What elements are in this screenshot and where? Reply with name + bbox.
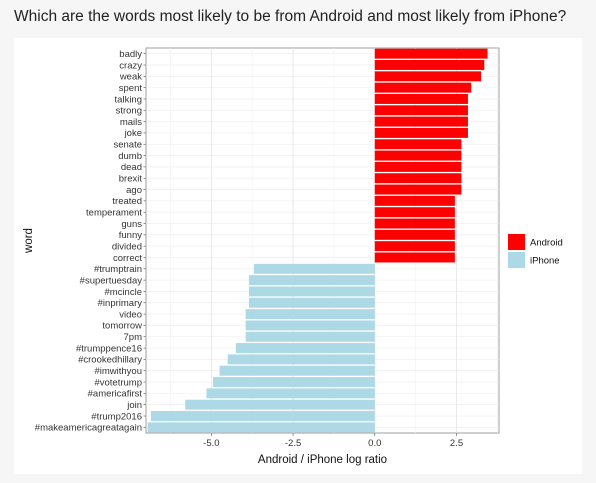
page-title: Which are the words most likely to be fr… <box>14 8 567 25</box>
category-label: #trumppence16 <box>76 343 142 354</box>
log-ratio-bar-chart: badlycrazyweakspenttalkingstrongmailsjok… <box>23 47 563 466</box>
bar-votetrump <box>213 377 375 388</box>
category-label: senate <box>113 140 142 151</box>
category-label: #imwithyou <box>94 366 142 377</box>
bar-badly <box>374 48 488 59</box>
category-label: #trump2016 <box>91 411 142 422</box>
bar-temperament <box>374 207 455 218</box>
bar-supertuesday <box>248 275 375 286</box>
x-tick-label: -5.0 <box>203 438 219 449</box>
bar-joke <box>374 127 468 138</box>
bar-tomorrow <box>245 320 375 331</box>
bar-strong <box>374 105 468 116</box>
bar-trumppence16 <box>235 343 375 354</box>
category-label: #votetrump <box>94 377 142 388</box>
category-label: spent <box>119 83 143 94</box>
category-label: divided <box>112 241 142 252</box>
category-label: mails <box>120 117 142 128</box>
bar-makeamericagreatagain <box>147 422 375 433</box>
category-label: weak <box>119 72 142 83</box>
bar-mails <box>374 116 468 127</box>
category-label: temperament <box>86 207 142 218</box>
category-label: strong <box>116 106 142 117</box>
bar-dead <box>374 161 462 172</box>
bar-treated <box>374 195 455 206</box>
bar-dumb <box>374 150 462 161</box>
x-tick-labels: -5.0 -2.5 0.0 2.5 <box>203 433 463 449</box>
category-label: #trumptrain <box>94 264 142 275</box>
bar-crookedhillary <box>227 354 375 365</box>
category-label: joke <box>124 128 142 139</box>
category-label: video <box>119 309 142 320</box>
x-tick-label: 2.5 <box>450 438 463 449</box>
legend-label-android: Android <box>530 238 563 249</box>
category-label: talking <box>115 94 142 105</box>
bar-video <box>245 309 375 320</box>
bar-ago <box>374 184 462 195</box>
x-tick-label: -2.5 <box>285 438 301 449</box>
legend-swatch-android <box>508 234 525 250</box>
category-label: #americafirst <box>88 389 143 400</box>
legend-swatch-iphone <box>508 252 525 268</box>
bar-inprimary <box>248 297 375 308</box>
category-label: join <box>126 400 142 411</box>
bar-guns <box>374 218 455 229</box>
bar-mcincle <box>248 286 375 297</box>
category-label: 7pm <box>124 332 143 343</box>
category-labels: badlycrazyweakspenttalkingstrongmailsjok… <box>35 49 146 434</box>
category-label: #supertuesday <box>80 275 143 286</box>
bar-join <box>185 399 375 410</box>
x-tick-label: 0.0 <box>368 438 381 449</box>
bar-weak <box>374 71 482 82</box>
bar-divided <box>374 241 455 252</box>
category-label: #crookedhillary <box>78 355 142 366</box>
bar-funny <box>374 229 455 240</box>
category-label: correct <box>113 253 142 264</box>
bar-series <box>147 48 488 433</box>
category-label: #inprimary <box>98 298 143 309</box>
legend: Android iPhone <box>508 234 563 268</box>
category-label: ago <box>126 185 142 196</box>
category-label: #makeamericagreatagain <box>35 423 142 434</box>
bar-americafirst <box>206 388 375 399</box>
bar-brexit <box>374 173 462 184</box>
bar-senate <box>374 139 462 150</box>
category-label: brexit <box>119 174 143 185</box>
bar-correct <box>374 252 455 263</box>
y-axis-title: word <box>23 228 35 254</box>
bar-crazy <box>374 60 485 70</box>
category-label: treated <box>112 196 142 207</box>
bar-talking <box>374 93 468 104</box>
bar-trump2016 <box>150 411 375 421</box>
category-label: #mcincle <box>105 287 143 298</box>
legend-label-iphone: iPhone <box>530 256 560 267</box>
bar-trumptrain <box>253 263 375 274</box>
category-label: tomorrow <box>102 321 142 332</box>
bar-spent <box>374 82 472 93</box>
category-label: badly <box>119 49 142 60</box>
chart-card: badly crazy weak spent talking strong mails jok… <box>14 38 582 474</box>
category-label: guns <box>121 219 142 230</box>
category-label: dead <box>121 162 142 173</box>
bar-imwithyou <box>219 365 375 376</box>
category-label: funny <box>119 230 142 241</box>
category-label: dumb <box>118 151 142 162</box>
x-axis-title: Android / iPhone log ratio <box>258 454 387 466</box>
bar-7pm <box>245 331 375 342</box>
category-label: crazy <box>119 60 142 71</box>
